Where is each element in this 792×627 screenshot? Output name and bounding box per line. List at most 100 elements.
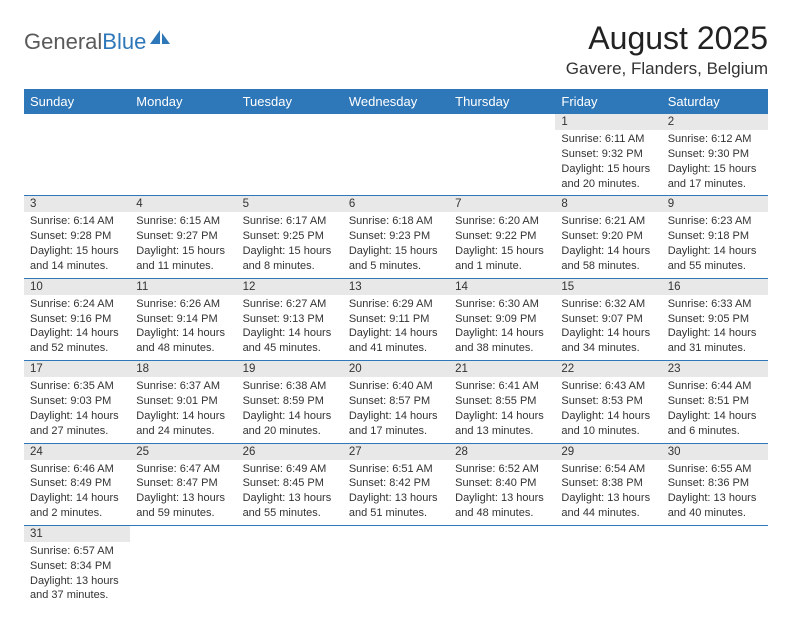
calendar-cell: 18Sunrise: 6:37 AMSunset: 9:01 PMDayligh… <box>130 361 236 443</box>
day-number: 23 <box>662 361 768 377</box>
calendar-table: SundayMondayTuesdayWednesdayThursdayFrid… <box>24 89 768 607</box>
day-details: Sunrise: 6:37 AMSunset: 9:01 PMDaylight:… <box>130 377 236 442</box>
day-details: Sunrise: 6:17 AMSunset: 9:25 PMDaylight:… <box>237 212 343 277</box>
day-number: 17 <box>24 361 130 377</box>
calendar-cell: 21Sunrise: 6:41 AMSunset: 8:55 PMDayligh… <box>449 361 555 443</box>
logo-text-general: General <box>24 29 102 55</box>
day-details: Sunrise: 6:47 AMSunset: 8:47 PMDaylight:… <box>130 460 236 525</box>
day-number: 7 <box>449 196 555 212</box>
day-details: Sunrise: 6:27 AMSunset: 9:13 PMDaylight:… <box>237 295 343 360</box>
calendar-cell: 17Sunrise: 6:35 AMSunset: 9:03 PMDayligh… <box>24 361 130 443</box>
calendar-cell: 16Sunrise: 6:33 AMSunset: 9:05 PMDayligh… <box>662 278 768 360</box>
day-number: 29 <box>555 444 661 460</box>
day-details: Sunrise: 6:40 AMSunset: 8:57 PMDaylight:… <box>343 377 449 442</box>
day-details: Sunrise: 6:21 AMSunset: 9:20 PMDaylight:… <box>555 212 661 277</box>
calendar-cell: 10Sunrise: 6:24 AMSunset: 9:16 PMDayligh… <box>24 278 130 360</box>
calendar-row: 31Sunrise: 6:57 AMSunset: 8:34 PMDayligh… <box>24 525 768 607</box>
day-details: Sunrise: 6:57 AMSunset: 8:34 PMDaylight:… <box>24 542 130 607</box>
calendar-cell <box>449 525 555 607</box>
day-details: Sunrise: 6:32 AMSunset: 9:07 PMDaylight:… <box>555 295 661 360</box>
weekday-header: Wednesday <box>343 89 449 114</box>
calendar-cell: 9Sunrise: 6:23 AMSunset: 9:18 PMDaylight… <box>662 196 768 278</box>
day-details: Sunrise: 6:30 AMSunset: 9:09 PMDaylight:… <box>449 295 555 360</box>
calendar-cell <box>343 114 449 196</box>
calendar-row: 3Sunrise: 6:14 AMSunset: 9:28 PMDaylight… <box>24 196 768 278</box>
weekday-header: Thursday <box>449 89 555 114</box>
day-details: Sunrise: 6:55 AMSunset: 8:36 PMDaylight:… <box>662 460 768 525</box>
calendar-cell <box>130 114 236 196</box>
day-details: Sunrise: 6:18 AMSunset: 9:23 PMDaylight:… <box>343 212 449 277</box>
calendar-cell: 4Sunrise: 6:15 AMSunset: 9:27 PMDaylight… <box>130 196 236 278</box>
calendar-cell: 31Sunrise: 6:57 AMSunset: 8:34 PMDayligh… <box>24 525 130 607</box>
day-details: Sunrise: 6:35 AMSunset: 9:03 PMDaylight:… <box>24 377 130 442</box>
calendar-row: 1Sunrise: 6:11 AMSunset: 9:32 PMDaylight… <box>24 114 768 196</box>
day-details: Sunrise: 6:46 AMSunset: 8:49 PMDaylight:… <box>24 460 130 525</box>
location: Gavere, Flanders, Belgium <box>566 59 768 79</box>
calendar-cell: 14Sunrise: 6:30 AMSunset: 9:09 PMDayligh… <box>449 278 555 360</box>
day-details: Sunrise: 6:33 AMSunset: 9:05 PMDaylight:… <box>662 295 768 360</box>
day-number: 9 <box>662 196 768 212</box>
calendar-cell: 3Sunrise: 6:14 AMSunset: 9:28 PMDaylight… <box>24 196 130 278</box>
calendar-cell: 2Sunrise: 6:12 AMSunset: 9:30 PMDaylight… <box>662 114 768 196</box>
day-details: Sunrise: 6:12 AMSunset: 9:30 PMDaylight:… <box>662 130 768 195</box>
calendar-row: 17Sunrise: 6:35 AMSunset: 9:03 PMDayligh… <box>24 361 768 443</box>
calendar-cell: 1Sunrise: 6:11 AMSunset: 9:32 PMDaylight… <box>555 114 661 196</box>
day-number: 13 <box>343 279 449 295</box>
logo-text-blue: Blue <box>102 29 146 55</box>
calendar-cell: 23Sunrise: 6:44 AMSunset: 8:51 PMDayligh… <box>662 361 768 443</box>
day-details: Sunrise: 6:43 AMSunset: 8:53 PMDaylight:… <box>555 377 661 442</box>
day-number: 19 <box>237 361 343 377</box>
calendar-cell: 26Sunrise: 6:49 AMSunset: 8:45 PMDayligh… <box>237 443 343 525</box>
calendar-row: 10Sunrise: 6:24 AMSunset: 9:16 PMDayligh… <box>24 278 768 360</box>
day-number: 30 <box>662 444 768 460</box>
day-details: Sunrise: 6:38 AMSunset: 8:59 PMDaylight:… <box>237 377 343 442</box>
day-details: Sunrise: 6:14 AMSunset: 9:28 PMDaylight:… <box>24 212 130 277</box>
day-number: 31 <box>24 526 130 542</box>
day-number: 6 <box>343 196 449 212</box>
day-number: 12 <box>237 279 343 295</box>
day-number: 22 <box>555 361 661 377</box>
weekday-header: Tuesday <box>237 89 343 114</box>
calendar-cell <box>130 525 236 607</box>
calendar-cell: 15Sunrise: 6:32 AMSunset: 9:07 PMDayligh… <box>555 278 661 360</box>
weekday-header: Friday <box>555 89 661 114</box>
day-number: 4 <box>130 196 236 212</box>
day-number: 10 <box>24 279 130 295</box>
calendar-cell: 28Sunrise: 6:52 AMSunset: 8:40 PMDayligh… <box>449 443 555 525</box>
header: GeneralBlue August 2025 Gavere, Flanders… <box>24 20 768 79</box>
calendar-cell <box>662 525 768 607</box>
day-details: Sunrise: 6:23 AMSunset: 9:18 PMDaylight:… <box>662 212 768 277</box>
day-number: 5 <box>237 196 343 212</box>
day-details: Sunrise: 6:15 AMSunset: 9:27 PMDaylight:… <box>130 212 236 277</box>
day-number: 8 <box>555 196 661 212</box>
calendar-cell: 7Sunrise: 6:20 AMSunset: 9:22 PMDaylight… <box>449 196 555 278</box>
day-number: 28 <box>449 444 555 460</box>
sail-icon <box>148 26 172 52</box>
day-details: Sunrise: 6:24 AMSunset: 9:16 PMDaylight:… <box>24 295 130 360</box>
calendar-cell: 29Sunrise: 6:54 AMSunset: 8:38 PMDayligh… <box>555 443 661 525</box>
calendar-cell: 25Sunrise: 6:47 AMSunset: 8:47 PMDayligh… <box>130 443 236 525</box>
day-number: 16 <box>662 279 768 295</box>
calendar-cell <box>237 114 343 196</box>
weekday-header: Monday <box>130 89 236 114</box>
day-details: Sunrise: 6:54 AMSunset: 8:38 PMDaylight:… <box>555 460 661 525</box>
title-block: August 2025 Gavere, Flanders, Belgium <box>566 20 768 79</box>
weekday-header: Sunday <box>24 89 130 114</box>
day-details: Sunrise: 6:11 AMSunset: 9:32 PMDaylight:… <box>555 130 661 195</box>
day-number: 27 <box>343 444 449 460</box>
day-details: Sunrise: 6:51 AMSunset: 8:42 PMDaylight:… <box>343 460 449 525</box>
day-details: Sunrise: 6:44 AMSunset: 8:51 PMDaylight:… <box>662 377 768 442</box>
day-details: Sunrise: 6:26 AMSunset: 9:14 PMDaylight:… <box>130 295 236 360</box>
weekday-header-row: SundayMondayTuesdayWednesdayThursdayFrid… <box>24 89 768 114</box>
calendar-cell: 27Sunrise: 6:51 AMSunset: 8:42 PMDayligh… <box>343 443 449 525</box>
calendar-cell: 13Sunrise: 6:29 AMSunset: 9:11 PMDayligh… <box>343 278 449 360</box>
logo: GeneralBlue <box>24 26 172 58</box>
calendar-cell <box>237 525 343 607</box>
calendar-cell: 12Sunrise: 6:27 AMSunset: 9:13 PMDayligh… <box>237 278 343 360</box>
day-number: 3 <box>24 196 130 212</box>
calendar-cell: 5Sunrise: 6:17 AMSunset: 9:25 PMDaylight… <box>237 196 343 278</box>
day-number: 20 <box>343 361 449 377</box>
day-number: 21 <box>449 361 555 377</box>
day-number: 15 <box>555 279 661 295</box>
day-details: Sunrise: 6:49 AMSunset: 8:45 PMDaylight:… <box>237 460 343 525</box>
